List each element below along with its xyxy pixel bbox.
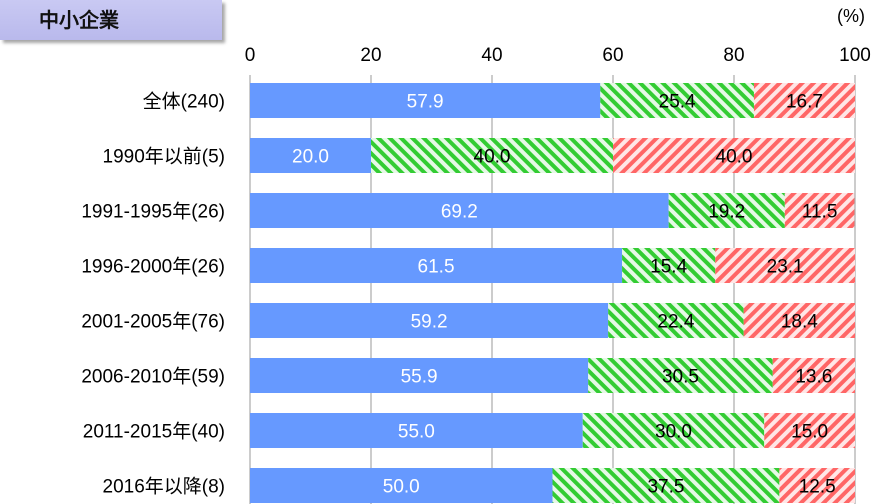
- category-label: 1996-2000年(26): [81, 256, 225, 278]
- data-label: 30.0: [655, 422, 692, 443]
- bar-segment-blue: [250, 468, 553, 503]
- data-label: 55.0: [398, 422, 435, 443]
- data-label: 57.9: [407, 92, 444, 113]
- x-tick-label: 20: [360, 45, 381, 66]
- bar-segment-red: [743, 303, 855, 338]
- bar-segment-green: [371, 138, 613, 173]
- bar-segment-green: [582, 413, 765, 448]
- x-tick-label: 0: [245, 45, 256, 66]
- x-tick-label: 60: [602, 45, 623, 66]
- data-label: 23.1: [767, 257, 804, 278]
- data-label: 19.2: [708, 202, 745, 223]
- category-label: 2016年以降(8): [103, 476, 226, 498]
- bar-segment-blue: [250, 138, 371, 173]
- bar-segment-green: [552, 468, 780, 503]
- bar-segment-green: [622, 248, 716, 283]
- bar-segment-red: [772, 358, 855, 393]
- data-label: 61.5: [418, 257, 455, 278]
- bar-segment-blue: [250, 248, 623, 283]
- data-label: 13.6: [795, 367, 832, 388]
- bar-segment-red: [764, 413, 855, 448]
- data-label: 22.4: [657, 312, 694, 333]
- data-label: 25.4: [659, 92, 696, 113]
- bar-segment-blue: [250, 303, 609, 338]
- data-label: 15.4: [650, 257, 687, 278]
- data-label: 15.0: [791, 422, 828, 443]
- category-label: 2006-2010年(59): [81, 366, 225, 388]
- data-label: 69.2: [441, 202, 478, 223]
- bar-segment-green: [668, 193, 785, 228]
- category-label: 1990年以前(5): [103, 146, 226, 168]
- unit-label: (%): [837, 6, 865, 26]
- bar-segment-blue: [250, 83, 601, 118]
- data-label: 11.5: [802, 202, 838, 223]
- bar-segment-red: [613, 138, 855, 173]
- data-label: 30.5: [662, 367, 699, 388]
- x-tick-label: 40: [481, 45, 502, 66]
- category-label: 2001-2005年(76): [81, 311, 225, 333]
- bar-segment-red: [715, 248, 855, 283]
- bar-segment-blue: [250, 193, 669, 228]
- bar-segment-red: [779, 468, 855, 503]
- x-tick-label: 80: [723, 45, 744, 66]
- data-label: 37.5: [647, 477, 684, 498]
- data-label: 20.0: [292, 147, 329, 168]
- bar-segment-green: [588, 358, 773, 393]
- bar-segment-red: [753, 83, 855, 118]
- category-label: 2011-2015年(40): [83, 421, 225, 443]
- segment-badge: 中小企業: [0, 0, 222, 40]
- data-label: 18.4: [781, 312, 818, 333]
- bar-segment-green: [600, 83, 754, 118]
- data-label: 59.2: [411, 312, 448, 333]
- data-label: 55.9: [401, 367, 438, 388]
- data-label: 16.7: [786, 92, 823, 113]
- data-label: 40.0: [716, 147, 753, 168]
- data-label: 12.5: [799, 477, 836, 498]
- bar-segment-red: [784, 193, 855, 228]
- bar-segment-blue: [250, 413, 583, 448]
- x-tick-label: 100: [839, 45, 871, 66]
- data-label: 50.0: [383, 477, 420, 498]
- category-label: 全体(240): [143, 91, 225, 113]
- category-label: 1991-1995年(26): [81, 201, 225, 223]
- segment-badge-label: 中小企業: [39, 8, 119, 32]
- data-label: 40.0: [474, 147, 511, 168]
- bar-segment-green: [608, 303, 744, 338]
- bar-segment-blue: [250, 358, 589, 393]
